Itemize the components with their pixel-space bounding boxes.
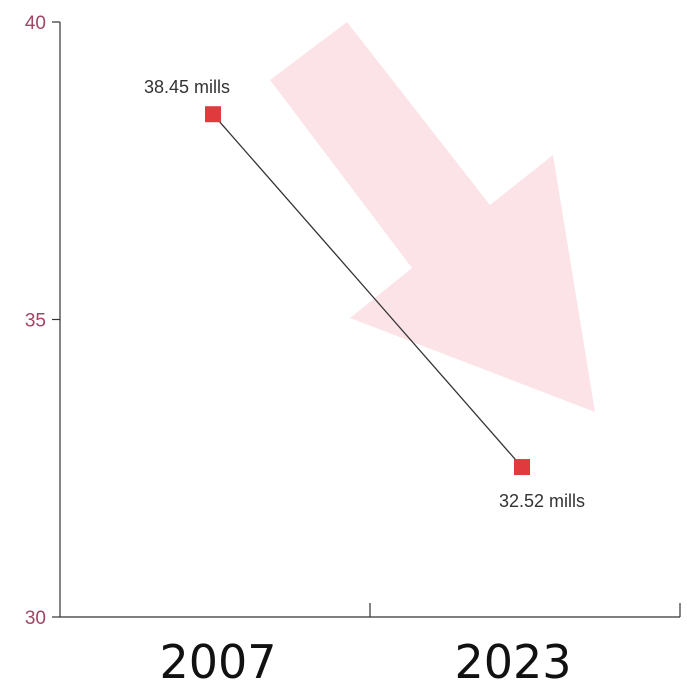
data-points [205,106,530,476]
labels: 38.45 mills 32.52 mills [144,77,585,511]
decorative-arrow-icon [270,22,595,412]
data-label: 38.45 mills [144,77,230,97]
y-tick-label: 35 [25,311,46,332]
series-line-layer [212,113,523,468]
data-point-marker [205,106,221,123]
x-tick-label: 2023 [454,635,571,683]
y-tick-label: 30 [25,608,46,629]
series-line [212,113,523,468]
decorative-arrow-layer [270,22,595,412]
axes: 30 35 40 2007 2023 [25,13,681,683]
data-point-marker [514,459,530,476]
data-label: 32.52 mills [499,491,585,511]
y-tick-label: 40 [25,13,46,34]
x-tick-label: 2007 [159,635,276,683]
